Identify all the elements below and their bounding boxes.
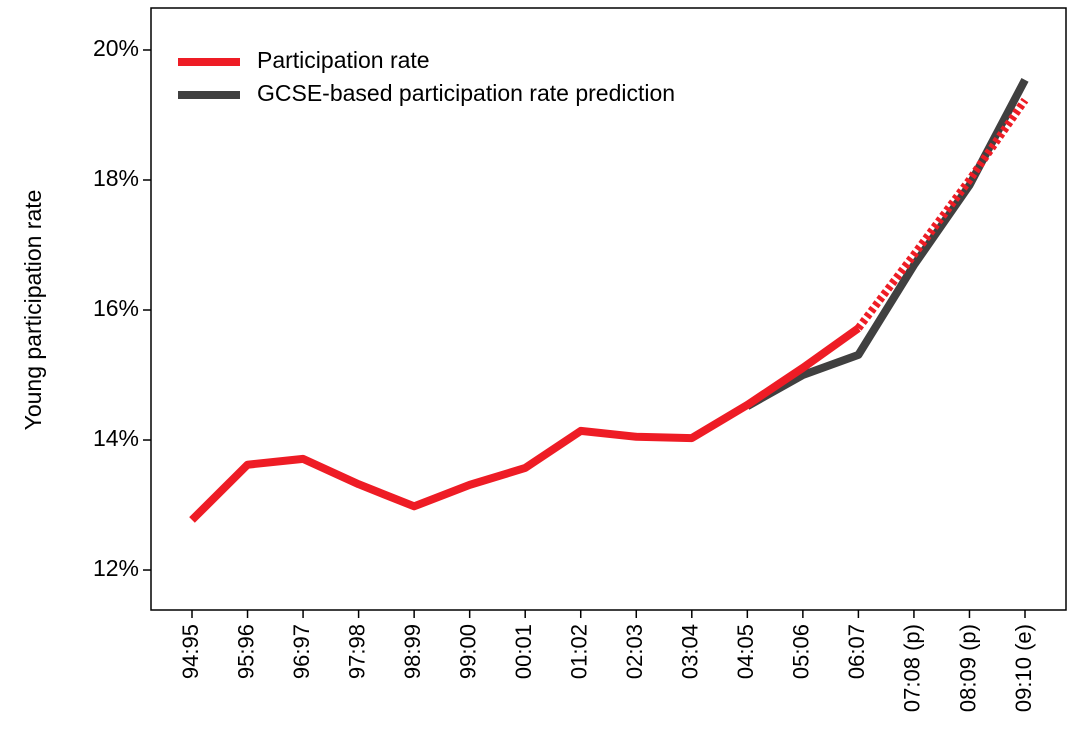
plot-frame (150, 7, 1067, 611)
y-tick-label: 20% (93, 35, 139, 61)
y-tick-label: 18% (93, 165, 139, 191)
y-tick-label: 12% (93, 555, 139, 581)
y-tick-label: 14% (93, 425, 139, 451)
x-tick-label: 06:07 (844, 624, 869, 679)
x-tick-label: 07:08 (p) (900, 624, 925, 712)
line-series (189, 324, 861, 523)
x-tick-label: 95:96 (233, 624, 258, 679)
x-tick-label: 05:06 (789, 624, 814, 679)
x-tick-label: 08:09 (p) (955, 624, 980, 712)
x-tick-label: 03:04 (678, 624, 703, 679)
x-tick-label: 04:05 (733, 624, 758, 679)
legend-label: GCSE-based participation rate prediction (257, 80, 675, 106)
line-projection (855, 97, 1029, 331)
x-tick-label: 00:01 (511, 624, 536, 679)
x-tick-label: 01:02 (567, 624, 592, 679)
line-series (745, 78, 1029, 410)
y-tick-label: 16% (93, 295, 139, 321)
x-tick-label: 99:00 (455, 624, 480, 679)
legend-label: Participation rate (257, 47, 430, 73)
x-tick-label: 02:03 (622, 624, 647, 679)
x-tick-label: 94:95 (178, 624, 203, 679)
x-tick-label: 96:97 (289, 624, 314, 679)
x-tick-label: 97:98 (344, 624, 369, 679)
x-tick-label: 09:10 (e) (1011, 624, 1036, 712)
x-tick-label: 98:99 (400, 624, 425, 679)
y-axis-label: Young participation rate (20, 190, 46, 431)
